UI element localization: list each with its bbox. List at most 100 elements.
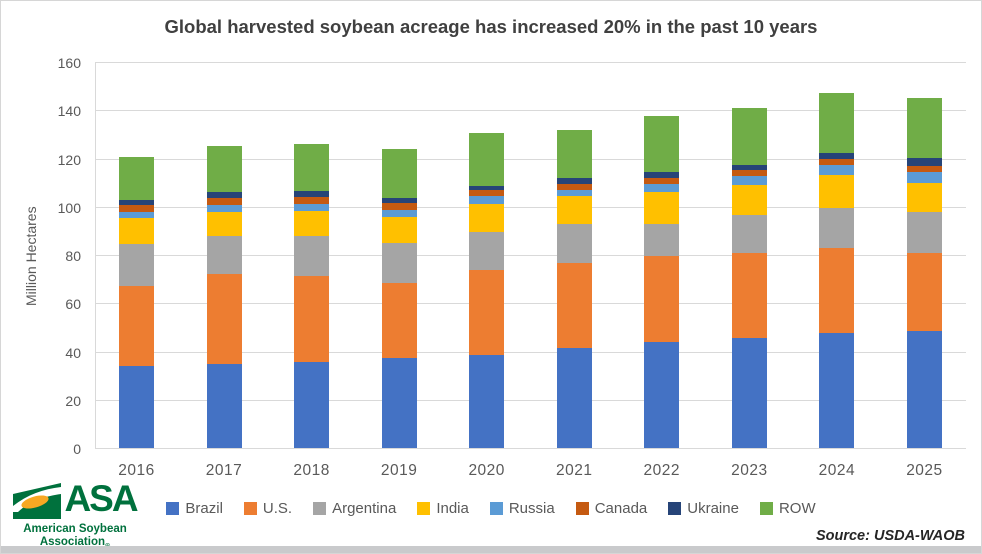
bottom-strip: [1, 546, 981, 553]
source-note: Source: USDA-WAOB: [815, 528, 965, 544]
segment-argentina-2023: [731, 215, 767, 254]
x-axis-label-2024: 2024: [818, 462, 856, 479]
segment-us-2018: [294, 275, 330, 363]
legend-swatch-icon: [575, 502, 589, 515]
chart-title: Global harvested soybean acreage has inc…: [164, 16, 818, 37]
gridline: [95, 62, 966, 63]
y-tick-label: 0: [73, 441, 81, 457]
bar-2019: [381, 148, 417, 448]
gridline: [95, 303, 966, 305]
legend-label: Russia: [508, 500, 555, 517]
bar-2025: [906, 98, 942, 448]
segment-brazil-2022: [644, 341, 680, 448]
segment-russia-2016: [119, 211, 154, 218]
segment-brazil-2018: [294, 362, 330, 448]
segment-russia-2024: [819, 165, 855, 176]
segment-india-2016: [119, 217, 154, 245]
asa-logo-line2: Association: [39, 535, 105, 548]
legend-swatch-icon: [759, 502, 773, 515]
segment-row-2022: [644, 116, 680, 172]
gridline: [95, 206, 966, 208]
segment-brazil-2024: [819, 333, 855, 448]
segment-canada-2022: [644, 178, 680, 185]
legend-label: ROW: [778, 500, 816, 517]
segment-us-2016: [119, 286, 154, 366]
segment-brazil-2025: [906, 331, 942, 448]
legend-item-russia: Russia: [489, 500, 555, 517]
x-axis-label-2016: 2016: [118, 462, 155, 479]
segment-ukraine-2025: [906, 157, 942, 166]
segment-us-2021: [556, 262, 592, 349]
segment-russia-2017: [206, 204, 242, 212]
legend: Brazil U.S. Argentina India Russia Canada Ukra…: [1, 500, 981, 517]
y-tick-label: 120: [57, 151, 81, 168]
legend-item-brazil: Brazil: [166, 500, 223, 517]
segment-india-2019: [381, 216, 417, 243]
segment-row-2016: [119, 157, 154, 201]
segment-russia-2018: [294, 203, 330, 212]
x-axis-label-2019: 2019: [380, 462, 418, 479]
segment-us-2022: [644, 256, 680, 342]
legend-swatch-icon: [489, 502, 503, 515]
segment-argentina-2021: [556, 223, 592, 263]
y-tick-label: 140: [57, 103, 81, 120]
y-tick-label: 80: [65, 248, 81, 264]
legend-item-row: ROW: [759, 500, 816, 517]
segment-row-2024: [819, 93, 855, 153]
segment-ukraine-2018: [294, 191, 330, 197]
segment-canada-2020: [469, 189, 505, 197]
segment-canada-2024: [819, 159, 855, 166]
y-tick-label: 100: [57, 199, 81, 216]
segment-row-2019: [381, 148, 417, 198]
segment-us-2023: [731, 253, 767, 338]
segment-row-2021: [556, 129, 592, 179]
bar-2021: [556, 129, 592, 448]
segment-india-2024: [819, 175, 855, 209]
segment-row-2017: [206, 146, 242, 193]
y-tick-label: 60: [65, 296, 81, 313]
segment-brazil-2017: [206, 363, 242, 448]
legend-item-india: India: [417, 500, 469, 517]
x-axis-label-2022: 2022: [643, 462, 681, 479]
segment-ukraine-2017: [206, 192, 242, 198]
segment-row-2025: [906, 98, 942, 158]
legend-label: Canada: [594, 500, 648, 517]
segment-india-2018: [294, 211, 330, 236]
asa-logo: ASA American Soybean Association®: [9, 480, 141, 551]
x-axis-label-2020: 2020: [468, 462, 505, 479]
segment-russia-2019: [381, 209, 417, 217]
bar-2017: [206, 146, 242, 448]
segment-ukraine-2016: [119, 200, 154, 206]
segment-ukraine-2023: [731, 164, 767, 171]
segment-brazil-2021: [556, 348, 592, 448]
legend-swatch-icon: [668, 502, 682, 515]
segment-brazil-2016: [119, 365, 154, 448]
segment-canada-2025: [906, 165, 942, 172]
y-axis-title: Million Hectares: [23, 206, 39, 306]
legend-swatch-icon: [313, 502, 327, 515]
gridline: [95, 399, 966, 401]
asa-logo-line1: American Soybean: [23, 523, 127, 535]
asa-logo-row: ASA: [9, 480, 141, 522]
x-axis-label-2017: 2017: [205, 462, 243, 479]
segment-india-2021: [556, 196, 592, 224]
segment-russia-2023: [731, 176, 767, 186]
legend-swatch-icon: [243, 502, 257, 515]
segment-russia-2020: [469, 196, 505, 204]
y-axis-ticks: 0 20 40 60 80 100 120 140 160: [1, 1, 81, 553]
gridline: [95, 110, 966, 112]
segment-canada-2021: [556, 183, 592, 190]
segment-us-2019: [381, 282, 417, 358]
legend-item-us: U.S.: [243, 500, 292, 517]
segment-ukraine-2019: [381, 197, 417, 203]
gridline: [95, 158, 966, 160]
gridline: [95, 255, 966, 256]
segment-india-2025: [906, 182, 942, 212]
legend-label: Ukraine: [687, 500, 739, 517]
segment-canada-2023: [731, 170, 767, 177]
asa-logo-text: American Soybean Association®: [9, 523, 141, 551]
gridline: [95, 351, 966, 353]
segment-argentina-2018: [294, 235, 330, 276]
segment-row-2023: [731, 108, 767, 165]
legend-item-ukraine: Ukraine: [668, 500, 739, 517]
